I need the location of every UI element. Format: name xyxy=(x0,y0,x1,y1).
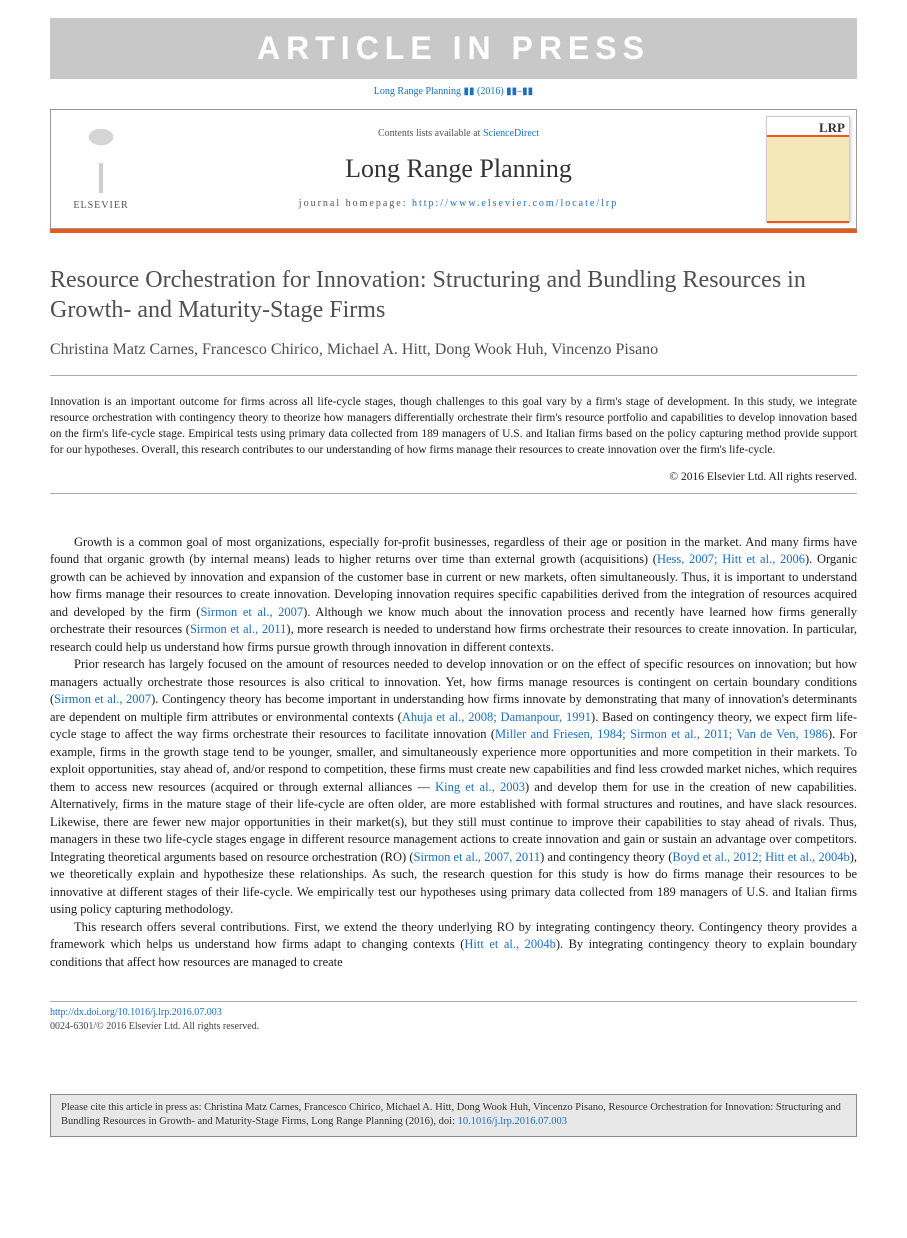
elsevier-logo: ELSEVIER xyxy=(51,110,151,228)
citation-box: Please cite this article in press as: Ch… xyxy=(50,1094,857,1136)
citation-link[interactable]: Miller and Friesen, 1984; Sirmon et al.,… xyxy=(495,727,828,741)
citation-link[interactable]: King et al., 2003 xyxy=(435,780,525,794)
header-center: Contents lists available at ScienceDirec… xyxy=(151,110,766,228)
author-separator xyxy=(50,375,857,376)
journal-cover-thumb: LRP xyxy=(766,116,850,222)
homepage-link[interactable]: http://www.elsevier.com/locate/lrp xyxy=(412,198,618,209)
copyright-line: © 2016 Elsevier Ltd. All rights reserved… xyxy=(50,469,857,485)
journal-header-box: ELSEVIER Contents lists available at Sci… xyxy=(50,109,857,229)
citation-link[interactable]: Hess, 2007; Hitt et al., 2006 xyxy=(657,552,805,566)
abstract-text: Innovation is an important outcome for f… xyxy=(50,394,857,458)
article-in-press-banner: ARTICLE IN PRESS xyxy=(50,18,857,79)
cite-doi-link[interactable]: 10.1016/j.lrp.2016.07.003 xyxy=(458,1116,567,1127)
body-paragraph-2: Prior research has largely focused on th… xyxy=(50,656,857,919)
article-title: Resource Orchestration for Innovation: S… xyxy=(50,265,857,325)
citation-link[interactable]: Boyd et al., 2012; Hitt et al., 2004b xyxy=(672,850,849,864)
body-paragraph-3: This research offers several contributio… xyxy=(50,919,857,972)
citation-link[interactable]: Sirmon et al., 2007 xyxy=(200,605,303,619)
citation-link[interactable]: Hitt et al., 2004b xyxy=(464,937,555,951)
journal-cover-body xyxy=(767,135,849,223)
elsevier-label: ELSEVIER xyxy=(73,199,128,213)
issn-copyright: 0024-6301/© 2016 Elsevier Ltd. All right… xyxy=(50,1021,259,1032)
citation-link[interactable]: Sirmon et al., 2007 xyxy=(54,692,151,706)
p2-text-f: ) and contingency theory ( xyxy=(540,850,672,864)
sciencedirect-link[interactable]: ScienceDirect xyxy=(483,128,539,139)
doi-link[interactable]: http://dx.doi.org/10.1016/j.lrp.2016.07.… xyxy=(50,1007,222,1018)
abstract-separator xyxy=(50,493,857,494)
citation-link[interactable]: Ahuja et al., 2008; Damanpour, 1991 xyxy=(402,710,591,724)
contents-line: Contents lists available at ScienceDirec… xyxy=(378,127,539,141)
cite-prefix: Please cite this article in press as: Ch… xyxy=(61,1102,841,1127)
homepage-line: journal homepage: http://www.elsevier.co… xyxy=(299,197,618,211)
citation-link[interactable]: Sirmon et al., 2011 xyxy=(190,622,286,636)
authors-list: Christina Matz Carnes, Francesco Chirico… xyxy=(50,339,857,361)
journal-name: Long Range Planning xyxy=(345,151,572,187)
elsevier-tree-icon xyxy=(71,125,131,195)
journal-reference-line: Long Range Planning ▮▮ (2016) ▮▮–▮▮ xyxy=(0,85,907,99)
citation-link[interactable]: Sirmon et al., 2007, 2011 xyxy=(414,850,541,864)
contents-prefix: Contents lists available at xyxy=(378,128,483,139)
body-paragraph-1: Growth is a common goal of most organiza… xyxy=(50,534,857,657)
homepage-prefix: journal homepage: xyxy=(299,198,412,209)
journal-cover-acronym: LRP xyxy=(767,117,849,135)
doi-block: http://dx.doi.org/10.1016/j.lrp.2016.07.… xyxy=(50,1001,857,1034)
